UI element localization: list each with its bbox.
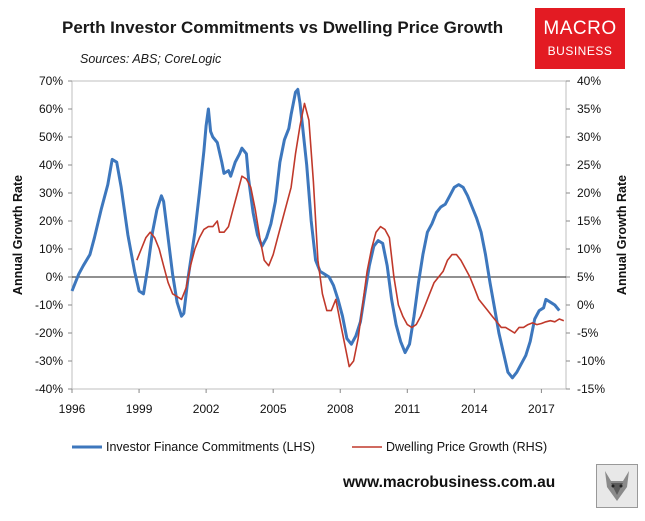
macrobusiness-logo: MACRO BUSINESS: [535, 8, 625, 69]
left-axis-label: Annual Growth Rate: [11, 175, 25, 295]
x-tick-label: 2008: [327, 402, 354, 416]
website-url[interactable]: www.macrobusiness.com.au: [343, 474, 556, 491]
left-tick-label: -20%: [35, 326, 63, 340]
legend: Investor Finance Commitments (LHS) Dwell…: [72, 440, 547, 454]
x-tick-label: 2002: [193, 402, 220, 416]
right-tick-label: 40%: [577, 74, 601, 88]
right-tick-label: -15%: [577, 382, 605, 396]
left-tick-label: 50%: [39, 130, 63, 144]
investor-commitments-line: [70, 87, 561, 380]
left-tick-label: 0%: [46, 270, 64, 284]
left-tick-label: 40%: [39, 158, 63, 172]
x-tick-label: 2011: [394, 402, 420, 416]
left-tick-label: 70%: [39, 74, 63, 88]
right-axis-label: Annual Growth Rate: [615, 175, 629, 295]
dwelling-price-line: [136, 102, 565, 368]
left-tick-label: -40%: [35, 382, 63, 396]
x-tick-label: 2014: [461, 402, 488, 416]
left-tick-label: 20%: [39, 214, 63, 228]
right-tick-label: -5%: [577, 326, 599, 340]
right-tick-label: 30%: [577, 130, 601, 144]
wolf-icon: [605, 471, 629, 501]
left-tick-label: -30%: [35, 354, 63, 368]
left-tick-label: 60%: [39, 102, 63, 116]
logo-line2: BUSINESS: [547, 44, 613, 58]
right-tick-label: 20%: [577, 186, 601, 200]
right-tick-label: -10%: [577, 354, 605, 368]
right-tick-label: 25%: [577, 158, 601, 172]
left-tick-label: 30%: [39, 186, 63, 200]
chart-subtitle: Sources: ABS; CoreLogic: [80, 52, 222, 66]
right-tick-label: 35%: [577, 102, 601, 116]
x-tick-label: 1996: [59, 402, 86, 416]
right-tick-label: 15%: [577, 214, 601, 228]
right-tick-label: 5%: [577, 270, 595, 284]
legend-label-investor: Investor Finance Commitments (LHS): [106, 440, 315, 454]
legend-label-dwelling: Dwelling Price Growth (RHS): [386, 440, 547, 454]
logo-line1: MACRO: [543, 18, 617, 39]
x-tick-label: 1999: [126, 402, 153, 416]
right-tick-label: 10%: [577, 242, 601, 256]
plot-border: [71, 80, 567, 390]
right-tick-label: 0%: [577, 298, 595, 312]
left-tick-label: 10%: [39, 242, 63, 256]
x-tick-label: 2005: [260, 402, 287, 416]
wolf-mascot-logo: [596, 464, 638, 508]
left-tick-label: -10%: [35, 298, 63, 312]
x-tick-label: 2017: [528, 402, 555, 416]
chart-title: Perth Investor Commitments vs Dwelling P…: [62, 18, 504, 37]
